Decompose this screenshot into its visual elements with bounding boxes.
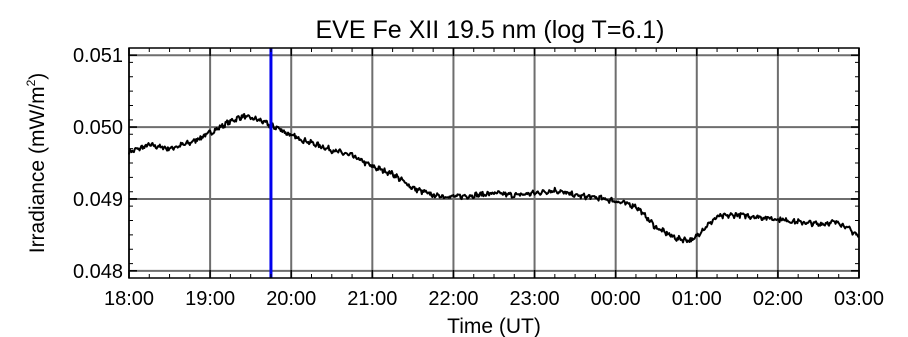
- x-tick-label: 00:00: [591, 288, 641, 310]
- x-tick-label: 22:00: [428, 288, 478, 310]
- tick-marks: [128, 47, 860, 279]
- x-tick-labels: 18:00 19:00 20:00 21:00 22:00 23:00 00:00 01:00…: [104, 288, 884, 310]
- y-axis-label: Irradiance (mW/m2): [24, 73, 49, 254]
- x-tick-label: 18:00: [104, 288, 154, 310]
- x-tick-label: 19:00: [185, 288, 235, 310]
- x-tick-label: 23:00: [510, 288, 560, 310]
- x-axis-label: Time (UT): [447, 315, 541, 337]
- y-tick-label: 0.051: [73, 45, 123, 67]
- y-tick-label: 0.048: [73, 261, 123, 283]
- chart-title: EVE Fe XII 19.5 nm (log T=6.1): [315, 16, 664, 44]
- x-tick-label: 20:00: [266, 288, 316, 310]
- plot-frame: [128, 47, 860, 279]
- y-axis-label-close: ): [26, 73, 49, 80]
- y-axis-label-text: Irradiance (mW/m: [26, 86, 49, 253]
- x-tick-label: 21:00: [347, 288, 397, 310]
- y-axis-label-superscript: 2: [24, 79, 38, 86]
- grid-lines: [128, 48, 860, 278]
- x-tick-label: 01:00: [672, 288, 722, 310]
- y-tick-label: 0.050: [73, 117, 123, 139]
- data-series-line: [128, 113, 860, 244]
- y-tick-label: 0.049: [73, 189, 123, 211]
- series-layer: [128, 113, 860, 244]
- x-tick-label: 02:00: [753, 288, 803, 310]
- y-tick-labels: 0.048 0.049 0.050 0.051: [73, 45, 123, 283]
- x-tick-label: 03:00: [834, 288, 884, 310]
